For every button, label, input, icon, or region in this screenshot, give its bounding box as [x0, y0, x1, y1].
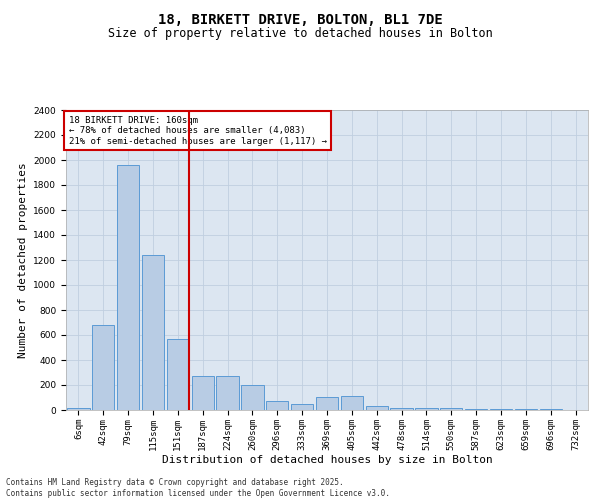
Bar — [241, 385, 263, 410]
Bar — [291, 404, 313, 410]
Bar — [167, 339, 189, 410]
Bar — [465, 409, 487, 410]
Bar — [365, 406, 388, 410]
Bar — [217, 376, 239, 410]
Bar — [142, 255, 164, 410]
Y-axis label: Number of detached properties: Number of detached properties — [18, 162, 28, 358]
Bar — [117, 165, 139, 410]
Bar — [266, 400, 289, 410]
Text: Contains HM Land Registry data © Crown copyright and database right 2025.
Contai: Contains HM Land Registry data © Crown c… — [6, 478, 390, 498]
X-axis label: Distribution of detached houses by size in Bolton: Distribution of detached houses by size … — [161, 456, 493, 466]
Bar — [92, 325, 115, 410]
Text: Size of property relative to detached houses in Bolton: Size of property relative to detached ho… — [107, 28, 493, 40]
Bar — [391, 408, 413, 410]
Bar — [67, 408, 89, 410]
Bar — [440, 408, 463, 410]
Bar — [341, 396, 363, 410]
Text: 18, BIRKETT DRIVE, BOLTON, BL1 7DE: 18, BIRKETT DRIVE, BOLTON, BL1 7DE — [158, 12, 442, 26]
Text: 18 BIRKETT DRIVE: 160sqm
← 78% of detached houses are smaller (4,083)
21% of sem: 18 BIRKETT DRIVE: 160sqm ← 78% of detach… — [68, 116, 326, 146]
Bar — [415, 408, 437, 410]
Bar — [191, 376, 214, 410]
Bar — [316, 397, 338, 410]
